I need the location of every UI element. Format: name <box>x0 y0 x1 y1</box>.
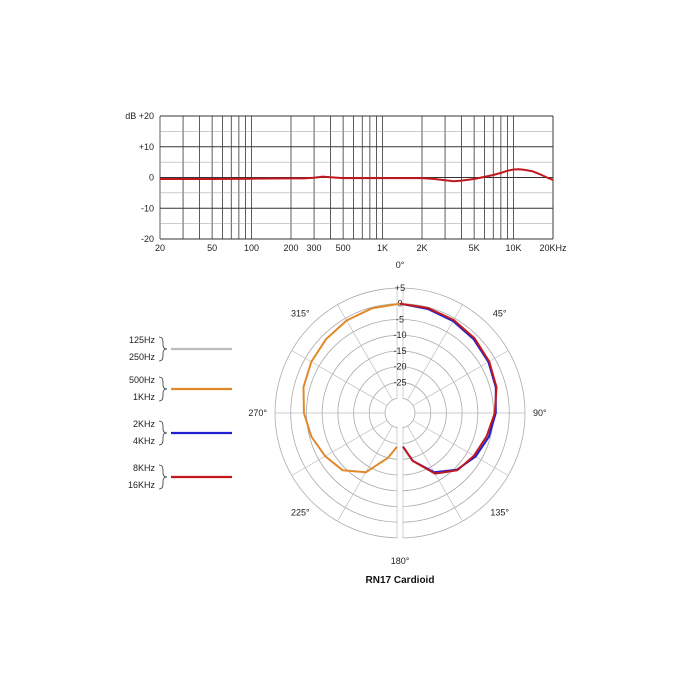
polar-ring-label: -20 <box>393 362 406 372</box>
legend-brace <box>158 420 168 446</box>
polar-chart-title: RN17 Cardioid <box>366 575 435 586</box>
x-tick-label: 500 <box>336 243 351 253</box>
x-tick-label: 100 <box>244 243 259 253</box>
polar-pattern-chart: +50-5-10-15-20-250°45°90°135°180°225°270… <box>248 260 547 566</box>
legend-label-bottom: 1KHz <box>133 392 156 402</box>
polar-ring-label: -10 <box>393 330 406 340</box>
polar-ring-label: -25 <box>393 377 406 387</box>
x-tick-label: 5K <box>469 243 480 253</box>
x-tick-label: 300 <box>307 243 322 253</box>
polar-angle-label: 315° <box>291 308 310 318</box>
legend-label-top: 125Hz <box>129 335 156 345</box>
legend-brace <box>158 376 168 402</box>
polar-ring-label: -15 <box>393 346 406 356</box>
polar-center-hole <box>386 399 414 427</box>
x-tick-label: 200 <box>283 243 298 253</box>
polar-series-line <box>399 302 498 475</box>
y-tick-label: -20 <box>141 234 154 244</box>
x-tick-label: 1K <box>377 243 388 253</box>
polar-angle-label: 270° <box>248 408 267 418</box>
y-tick-label: 0 <box>149 173 154 183</box>
polar-ring-label: -5 <box>396 314 404 324</box>
legend-label-top: 2KHz <box>133 419 156 429</box>
x-tick-label: 20KHz <box>539 243 567 253</box>
polar-angle-label: 0° <box>396 260 405 270</box>
polar-spoke <box>412 420 509 476</box>
polar-spoke <box>412 350 509 406</box>
polar-angle-label: 225° <box>291 508 310 518</box>
polar-series-line <box>302 302 401 474</box>
legend-item: 8KHz 16KHz <box>128 463 232 490</box>
y-tick-label: +10 <box>139 142 154 152</box>
legend-item: 125Hz 250Hz <box>129 335 232 362</box>
polar-spoke <box>337 425 393 522</box>
x-tick-label: 20 <box>155 243 165 253</box>
legend-label-bottom: 250Hz <box>129 352 156 362</box>
polar-ring-label: +5 <box>395 283 405 293</box>
polar-legend: 125Hz 250Hz 500Hz 1KHz 2KHz 4KHz 8KHz 16KHz <box>128 335 232 490</box>
legend-label-top: 500Hz <box>129 375 156 385</box>
polar-spoke <box>291 350 388 406</box>
legend-item: 500Hz 1KHz <box>129 375 232 402</box>
legend-label-bottom: 4KHz <box>133 436 156 446</box>
legend-item: 2KHz 4KHz <box>133 419 232 446</box>
polar-angle-label: 135° <box>490 508 509 518</box>
y-tick-label: -10 <box>141 203 154 213</box>
polar-angle-label: 180° <box>391 556 410 566</box>
x-tick-label: 10K <box>506 243 522 253</box>
legend-brace <box>158 336 168 362</box>
response-line <box>160 168 554 183</box>
polar-spoke <box>407 304 463 401</box>
polar-spoke <box>291 420 388 476</box>
polar-angle-label: 45° <box>493 308 507 318</box>
legend-label-bottom: 16KHz <box>128 480 156 490</box>
polar-angle-label: 90° <box>533 408 547 418</box>
legend-brace <box>158 464 168 490</box>
polar-spoke <box>337 304 393 401</box>
legend-label-top: 8KHz <box>133 463 156 473</box>
x-tick-label: 2K <box>416 243 427 253</box>
x-tick-label: 50 <box>207 243 217 253</box>
y-tick-label: dB +20 <box>125 111 154 121</box>
